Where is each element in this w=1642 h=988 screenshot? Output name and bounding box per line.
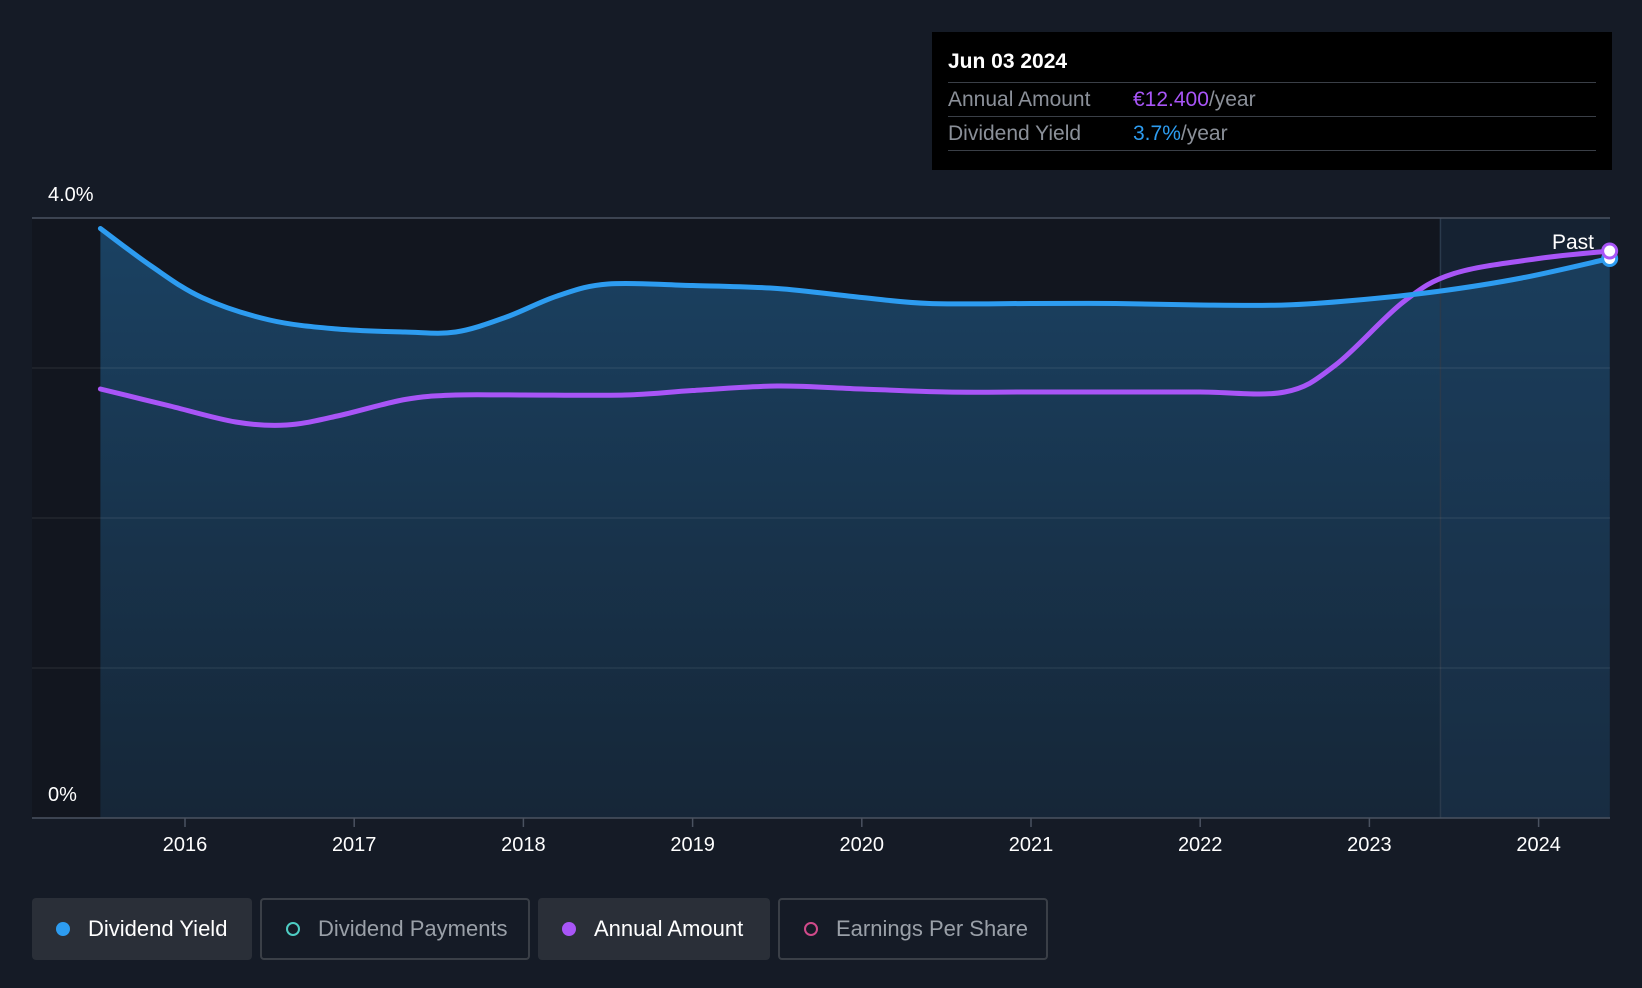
annual-amount-end-point[interactable] (1601, 242, 1619, 260)
tooltip-date: Jun 03 2024 (948, 32, 1596, 83)
annual-amount-line (97, 248, 1613, 428)
x-tick-label: 2020 (840, 834, 885, 856)
tooltip-label: Annual Amount (948, 88, 1091, 111)
legend-dividend-yield[interactable]: Dividend Yield (32, 898, 252, 960)
x-tick-label: 2018 (501, 834, 546, 856)
past-label: Past (1552, 231, 1594, 254)
x-tick-label: 2021 (1009, 834, 1054, 856)
x-tick-label: 2016 (163, 834, 208, 856)
x-tick-label: 2024 (1516, 834, 1561, 856)
legend-label: Dividend Payments (318, 916, 508, 941)
past-region (1440, 218, 1610, 818)
tooltip-row-annual-amount: Annual Amount €12.400 /year (948, 83, 1596, 117)
tooltip-value: 3.7% (1133, 122, 1181, 145)
hollow-dot-icon (804, 922, 818, 936)
hollow-dot-icon (286, 922, 300, 936)
tooltip-unit: /year (1208, 88, 1256, 111)
legend-label: Annual Amount (594, 916, 744, 941)
legend-earnings-per-share[interactable]: Earnings Per Share (778, 898, 1048, 960)
legend-label: Dividend Yield (88, 916, 228, 941)
dividend-yield-area (100, 228, 1610, 818)
tooltip-row-dividend-yield: Dividend Yield 3.7% /year (948, 117, 1596, 151)
tooltip-value: €12.400 (1133, 88, 1209, 111)
filled-dot-icon (56, 922, 70, 936)
x-tick-label: 2023 (1347, 834, 1392, 856)
chart-tooltip: Jun 03 2024 Annual Amount €12.400 /year … (932, 32, 1612, 170)
dividend-yield-line (97, 226, 1613, 336)
x-tick-label: 2022 (1178, 834, 1223, 856)
legend-label: Earnings Per Share (836, 916, 1028, 941)
x-tick-label: 2019 (670, 834, 715, 856)
y-tick-label: 0% (48, 784, 77, 806)
y-tick-label: 4.0% (48, 184, 94, 206)
legend-annual-amount[interactable]: Annual Amount (538, 898, 770, 960)
tooltip-unit: /year (1180, 122, 1228, 145)
x-tick-label: 2017 (332, 834, 377, 856)
tooltip-label: Dividend Yield (948, 122, 1082, 145)
filled-dot-icon (562, 922, 576, 936)
legend-dividend-payments[interactable]: Dividend Payments (260, 898, 530, 960)
